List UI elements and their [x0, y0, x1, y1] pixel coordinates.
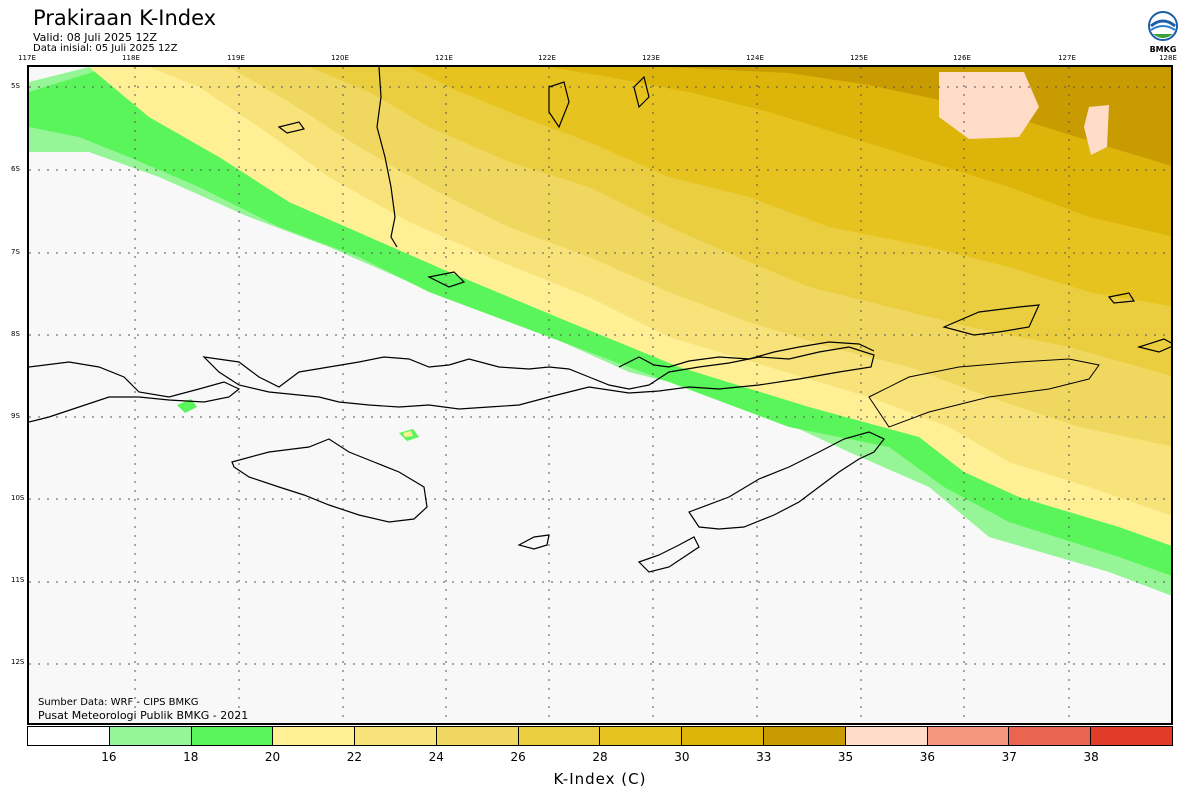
colorbar-segment	[600, 727, 683, 745]
coastlines	[29, 67, 1171, 573]
band-35	[669, 67, 1171, 166]
timor-coast	[688, 431, 885, 530]
small-island-e	[277, 121, 306, 134]
colorbar-tick-label: 22	[346, 750, 363, 764]
colorbar-segment	[436, 727, 519, 745]
valid-time: Valid: 08 Juli 2025 12Z	[33, 31, 158, 44]
lat-label-11S: 11S	[11, 576, 25, 584]
green-spot-a	[177, 399, 197, 413]
lon-label-118E: 118E	[122, 54, 140, 62]
lon-label-128E: 128E	[1159, 54, 1177, 62]
colorbar-segment	[682, 727, 765, 745]
sumbawa-coast	[202, 346, 875, 410]
graticule	[29, 67, 1171, 723]
colorbar	[27, 726, 1173, 746]
credit-source: Sumber Data: WRF - CIPS BMKG	[38, 697, 199, 708]
small-island-c	[1107, 292, 1136, 304]
small-island-a	[427, 271, 466, 288]
colorbar-tick-label: 30	[674, 750, 690, 764]
lon-label-117E: 117E	[18, 54, 36, 62]
lat-label-10S: 10S	[11, 494, 25, 502]
lon-label-127E: 127E	[1058, 54, 1076, 62]
colorbar-tick-label: 38	[1083, 750, 1099, 764]
colorbar-segment	[355, 727, 437, 745]
buton-coast	[548, 81, 570, 129]
band-36-patch-b	[1084, 105, 1109, 155]
colorbar-tick-label: 37	[1001, 750, 1017, 764]
lat-label-5S: 5S	[11, 82, 20, 90]
map-canvas	[29, 67, 1171, 723]
timor-leste-outline	[868, 358, 1100, 428]
colorbar-tick-label: 18	[183, 750, 199, 764]
colorbar-tick-label: 26	[510, 750, 526, 764]
yellow-spot	[403, 431, 413, 437]
lon-label-121E: 121E	[435, 54, 453, 62]
lon-label-125E: 125E	[850, 54, 868, 62]
small-island-b	[942, 304, 1040, 336]
colorbar-tick-label: 33	[756, 750, 772, 764]
colorbar-segment	[927, 727, 1010, 745]
lon-label-120E: 120E	[331, 54, 349, 62]
colorbar-segment	[28, 727, 110, 745]
colorbar-segment	[1091, 727, 1172, 745]
lon-label-122E: 122E	[538, 54, 556, 62]
credit-center: Pusat Meteorologi Publik BMKG - 2021	[38, 709, 249, 722]
lat-label-6S: 6S	[11, 165, 20, 173]
lat-label-7S: 7S	[11, 248, 20, 256]
colorbar-segment	[1009, 727, 1092, 745]
colorbar-tick-label: 35	[837, 750, 854, 764]
map-title: Prakiraan K-Index	[33, 6, 217, 30]
savu-coast	[517, 534, 550, 550]
lon-label-124E: 124E	[746, 54, 764, 62]
colorbar-title: K-Index (C)	[553, 770, 647, 788]
init-time: Data inisial: 05 Juli 2025 12Z	[33, 43, 178, 54]
bmkg-logo-icon	[1148, 11, 1178, 41]
colorbar-tick-label: 28	[592, 750, 608, 764]
colorbar-tick-label: 24	[428, 750, 444, 764]
logo-text: BMKG	[1149, 45, 1177, 54]
colorbar-segment	[845, 727, 928, 745]
flores-coast	[618, 341, 875, 368]
small-island-d	[633, 75, 650, 109]
colorbar-segment	[273, 727, 356, 745]
sulawesi-south	[376, 67, 398, 248]
lombok-coast	[29, 361, 241, 423]
colorbar-segment	[191, 727, 274, 745]
rote-coast	[637, 536, 700, 573]
lon-label-119E: 119E	[227, 54, 245, 62]
lat-label-12S: 12S	[11, 658, 25, 666]
colorbar-tick-label: 16	[101, 750, 117, 764]
colorbar-segment	[109, 727, 192, 745]
sumba-coast	[231, 438, 428, 523]
colorbar-segment	[764, 727, 846, 745]
lat-label-8S: 8S	[11, 330, 20, 338]
alor-coast	[1136, 338, 1171, 353]
lon-label-123E: 123E	[642, 54, 660, 62]
colorbar-tick-label: 20	[264, 750, 281, 764]
k-index-map	[27, 65, 1173, 725]
lat-label-9S: 9S	[11, 412, 20, 420]
colorbar-tick-label: 36	[919, 750, 936, 764]
colorbar-segment	[518, 727, 601, 745]
lon-label-126E: 126E	[953, 54, 971, 62]
